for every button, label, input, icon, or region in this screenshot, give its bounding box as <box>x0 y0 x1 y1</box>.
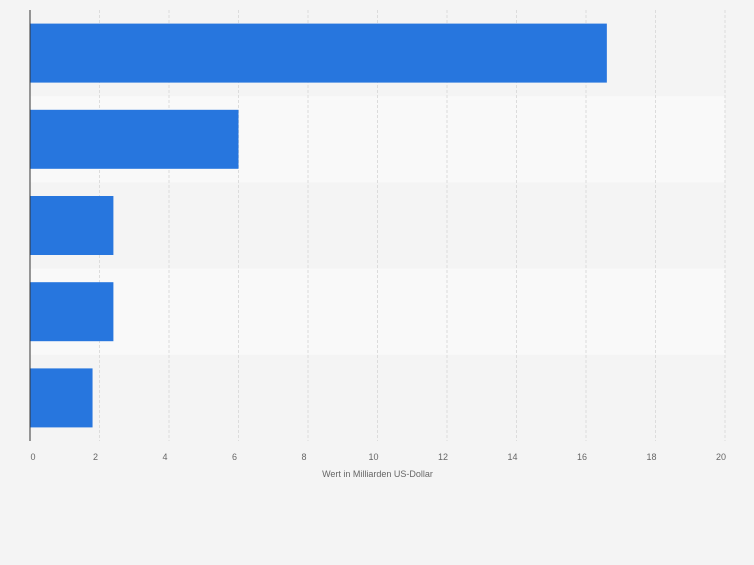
x-tick-label: 8 <box>301 452 306 462</box>
x-tick-label: 14 <box>507 452 517 462</box>
x-tick-label: 4 <box>162 452 167 462</box>
x-tick-label: 16 <box>577 452 587 462</box>
bar <box>30 196 114 255</box>
x-tick-label: 20 <box>716 452 726 462</box>
x-tick-label: 0 <box>30 452 35 462</box>
x-tick-label: 18 <box>646 452 656 462</box>
bar <box>30 368 93 428</box>
x-tick-label: 2 <box>93 452 98 462</box>
bar <box>30 282 114 342</box>
bars <box>30 23 607 428</box>
x-axis-ticks: 0 2 4 6 8 10 12 14 16 18 20 <box>30 452 726 462</box>
bar <box>30 23 607 83</box>
x-axis-title: Wert in Milliarden US-Dollar <box>322 469 433 479</box>
x-tick-label: 10 <box>368 452 378 462</box>
x-tick-label: 12 <box>438 452 448 462</box>
bar <box>30 109 239 169</box>
x-tick-label: 6 <box>232 452 237 462</box>
